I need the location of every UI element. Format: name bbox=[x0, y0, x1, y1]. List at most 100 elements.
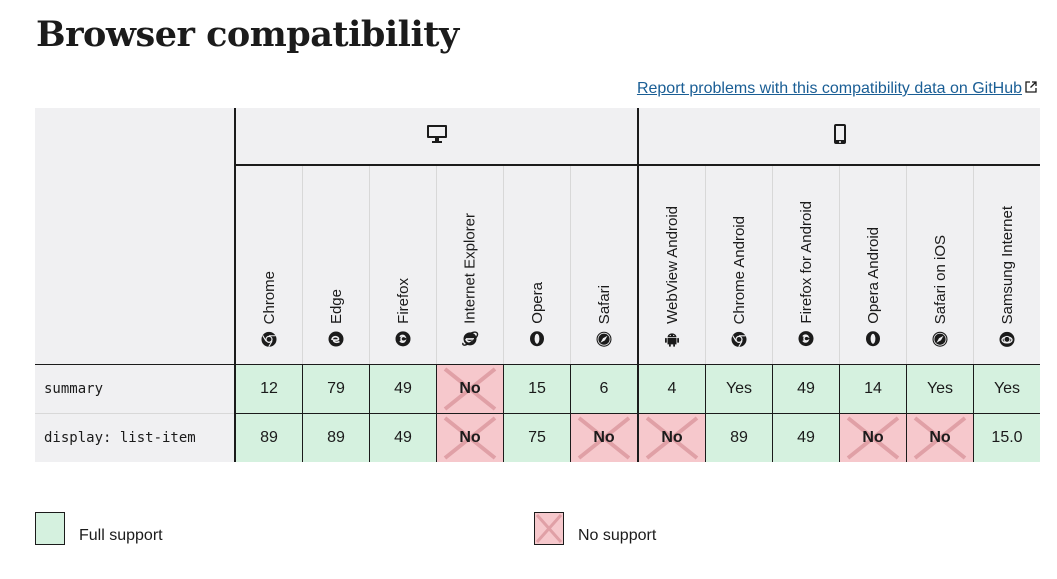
browser-name: Internet Explorer bbox=[461, 213, 479, 324]
support-value: 49 bbox=[394, 380, 412, 397]
support-cell-chrome-android[interactable]: 89 bbox=[705, 413, 773, 462]
support-cell-opera[interactable]: 75 bbox=[503, 413, 571, 462]
support-value: No bbox=[661, 429, 683, 446]
browser-header-safari: Safari bbox=[570, 165, 638, 365]
support-value: 49 bbox=[797, 429, 815, 446]
browser-name: Chrome bbox=[260, 270, 278, 324]
desktop-icon bbox=[426, 124, 448, 144]
support-cell-webview-android[interactable]: No bbox=[637, 413, 706, 462]
legend-no-support: No support bbox=[534, 512, 656, 545]
support-cell-firefox-for-android[interactable]: 49 bbox=[772, 413, 840, 462]
support-cell-firefox[interactable]: 49 bbox=[369, 413, 437, 462]
feature-name: summary bbox=[35, 364, 235, 414]
support-value: 14 bbox=[864, 380, 882, 397]
support-cell-samsung-internet[interactable]: Yes bbox=[973, 364, 1040, 414]
support-value: 79 bbox=[327, 380, 345, 397]
table-row: display: list-item 89 89 49 No 75 No No 89 49 No No… bbox=[35, 413, 1040, 462]
browser-header-firefox-for-android: Firefox for Android bbox=[772, 165, 840, 365]
browser-header-content: Edge bbox=[328, 289, 345, 347]
browser-name: Safari on iOS bbox=[931, 234, 949, 324]
browser-name: Samsung Internet bbox=[998, 205, 1016, 324]
page-title: Browser compatibility bbox=[36, 14, 459, 55]
edge-icon bbox=[328, 331, 344, 347]
support-cell-edge[interactable]: 89 bbox=[302, 413, 370, 462]
internet-explorer-icon bbox=[461, 331, 479, 347]
support-value: 49 bbox=[797, 380, 815, 397]
support-cell-edge[interactable]: 79 bbox=[302, 364, 370, 414]
support-cell-opera-android[interactable]: 14 bbox=[839, 364, 907, 414]
support-cell-chrome[interactable]: 89 bbox=[234, 413, 303, 462]
support-value: 15 bbox=[528, 380, 546, 397]
support-cell-safari-on-ios[interactable]: No bbox=[906, 413, 974, 462]
browser-header-opera: Opera bbox=[503, 165, 571, 365]
support-value: 75 bbox=[528, 429, 546, 446]
support-cell-samsung-internet[interactable]: 15.0 bbox=[973, 413, 1040, 462]
support-cell-chrome-android[interactable]: Yes bbox=[705, 364, 773, 414]
support-value: 12 bbox=[260, 380, 278, 397]
mobile-icon bbox=[833, 123, 847, 145]
browser-header-content: Safari bbox=[596, 285, 613, 347]
report-problems-link[interactable]: Report problems with this compatibility … bbox=[636, 80, 1022, 97]
table-corner bbox=[35, 108, 235, 365]
no-support-cross-icon bbox=[571, 414, 637, 462]
browser-header-content: Opera bbox=[529, 282, 546, 347]
support-cell-safari[interactable]: 6 bbox=[570, 364, 638, 414]
support-value: Yes bbox=[993, 380, 1021, 397]
table-row: summary 12 79 49 No 15 6 4 Yes 49 14 Yes Yes bbox=[35, 364, 1040, 414]
browser-header-internet-explorer: Internet Explorer bbox=[436, 165, 504, 365]
safari-icon bbox=[596, 331, 612, 347]
firefox-icon bbox=[395, 331, 411, 347]
browser-header-content: Safari on iOS bbox=[932, 235, 949, 347]
browser-name: WebView Android bbox=[663, 206, 681, 324]
opera-icon bbox=[529, 331, 545, 347]
platform-desktop-header bbox=[234, 108, 639, 166]
browser-header-content: Chrome Android bbox=[731, 216, 748, 347]
support-cell-firefox[interactable]: 49 bbox=[369, 364, 437, 414]
android-icon bbox=[664, 331, 680, 347]
compatibility-table: Chrome Edge Firefox Internet Explorer Opera S… bbox=[35, 108, 1040, 462]
support-value: No bbox=[593, 429, 615, 446]
support-cell-safari-on-ios[interactable]: Yes bbox=[906, 364, 974, 414]
firefox-icon bbox=[798, 331, 814, 347]
browser-header-content: Samsung Internet bbox=[999, 206, 1016, 347]
support-cell-webview-android[interactable]: 4 bbox=[637, 364, 706, 414]
support-value: 15.0 bbox=[991, 429, 1023, 446]
support-cell-opera-android[interactable]: No bbox=[839, 413, 907, 462]
opera-icon bbox=[865, 331, 881, 347]
platform-mobile-header bbox=[638, 108, 1040, 166]
browser-header-content: Opera Android bbox=[865, 227, 882, 347]
browser-header-content: WebView Android bbox=[664, 206, 681, 347]
browser-header-content: Firefox bbox=[395, 278, 412, 347]
support-cell-chrome[interactable]: 12 bbox=[234, 364, 303, 414]
browser-header-opera-android: Opera Android bbox=[839, 165, 907, 365]
browser-name: Safari bbox=[595, 284, 613, 324]
chrome-icon bbox=[261, 331, 277, 347]
support-value: Yes bbox=[926, 380, 954, 397]
chrome-icon bbox=[731, 331, 747, 347]
support-value: 89 bbox=[730, 429, 748, 446]
support-cell-internet-explorer[interactable]: No bbox=[436, 413, 504, 462]
support-value: No bbox=[459, 380, 481, 397]
support-value: 89 bbox=[327, 429, 345, 446]
browser-name: Chrome Android bbox=[730, 215, 748, 324]
browser-header-edge: Edge bbox=[302, 165, 370, 365]
browser-header-firefox: Firefox bbox=[369, 165, 437, 365]
browser-name: Firefox bbox=[394, 278, 412, 324]
support-value: 4 bbox=[667, 380, 677, 397]
no-support-cross-icon bbox=[907, 414, 973, 462]
support-value: 89 bbox=[260, 429, 278, 446]
support-value: Yes bbox=[725, 380, 753, 397]
no-support-cross-icon bbox=[639, 414, 705, 462]
browser-header-content: Internet Explorer bbox=[461, 213, 479, 347]
support-cell-opera[interactable]: 15 bbox=[503, 364, 571, 414]
safari-icon bbox=[932, 331, 948, 347]
browser-name: Opera bbox=[528, 282, 546, 324]
support-cell-internet-explorer[interactable]: No bbox=[436, 364, 504, 414]
support-cell-safari[interactable]: No bbox=[570, 413, 638, 462]
report-problems-link-container: Report problems with this compatibility … bbox=[637, 80, 1037, 98]
no-support-label: No support bbox=[578, 526, 657, 544]
support-cell-firefox-for-android[interactable]: 49 bbox=[772, 364, 840, 414]
support-value: 6 bbox=[599, 380, 609, 397]
legend-full-support: Full support bbox=[35, 512, 163, 545]
samsung-internet-icon bbox=[999, 331, 1015, 347]
